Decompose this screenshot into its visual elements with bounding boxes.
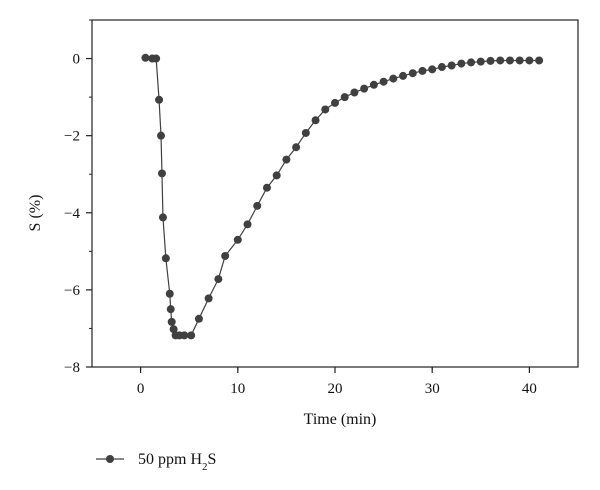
data-point [180,331,189,340]
data-point [141,53,150,62]
y-tick-label: −8 [64,360,80,376]
data-point [379,77,388,86]
data-point [447,61,456,70]
legend-suffix: S [208,451,217,468]
data-point [152,54,161,63]
x-tick-label: 20 [328,381,343,397]
plot-border [91,19,579,368]
data-point [350,88,359,97]
data-point [437,63,446,72]
data-point [369,80,378,89]
data-point [399,71,408,80]
data-point [214,275,223,284]
data-point [157,169,166,178]
data-point [204,294,213,303]
data-point [301,128,310,137]
data-point [515,56,524,65]
y-axis: 0 −2 −4 −6 −8 [64,19,92,376]
data-point [496,56,505,65]
data-point [408,69,417,78]
series-line [145,57,540,336]
data-point [167,317,176,326]
data-point [467,58,476,67]
legend: 50 ppm H2S [96,451,216,473]
data-point [428,65,437,74]
y-tick-label: 0 [73,52,81,68]
y-tick-label: −6 [64,283,80,299]
data-point [525,56,534,65]
data-point [292,143,301,152]
data-point [389,74,398,83]
data-point [233,235,242,244]
data-point [535,56,544,65]
data-point [253,201,262,210]
data-point [331,98,339,107]
x-tick-label: 40 [522,381,537,397]
x-tick-label: 30 [425,381,440,397]
legend-label: 50 ppm H2S [138,451,216,473]
data-point [158,213,167,222]
data-point [418,66,427,75]
x-axis: 0 10 20 30 40 [137,367,537,397]
data-point [155,95,164,104]
y-tick-label: −4 [64,206,80,222]
y-axis-title: S (%) [27,195,44,232]
data-point [221,251,230,260]
data-point [161,254,170,263]
data-point [505,56,514,65]
series-layer [141,53,544,340]
data-point [321,105,330,114]
x-axis-title: Time (min) [304,411,377,428]
data-point [457,59,466,68]
data-point [340,93,349,102]
data-point [194,314,203,323]
plot-frame [91,19,579,368]
data-point [262,183,271,192]
data-point [157,131,166,140]
data-point [187,331,196,340]
data-point [476,57,485,66]
data-point [311,116,320,125]
data-point [282,155,291,164]
data-point [486,56,495,65]
y-tick-label: −2 [64,129,80,145]
legend-marker [106,455,114,463]
x-tick-label: 0 [137,381,145,397]
data-point [360,84,369,93]
data-point [243,220,252,229]
x-tick-label: 10 [230,381,245,397]
data-point [169,325,178,334]
data-point [166,305,175,314]
legend-subscript: 2 [202,461,208,473]
data-point [165,289,174,298]
data-point [272,171,281,180]
